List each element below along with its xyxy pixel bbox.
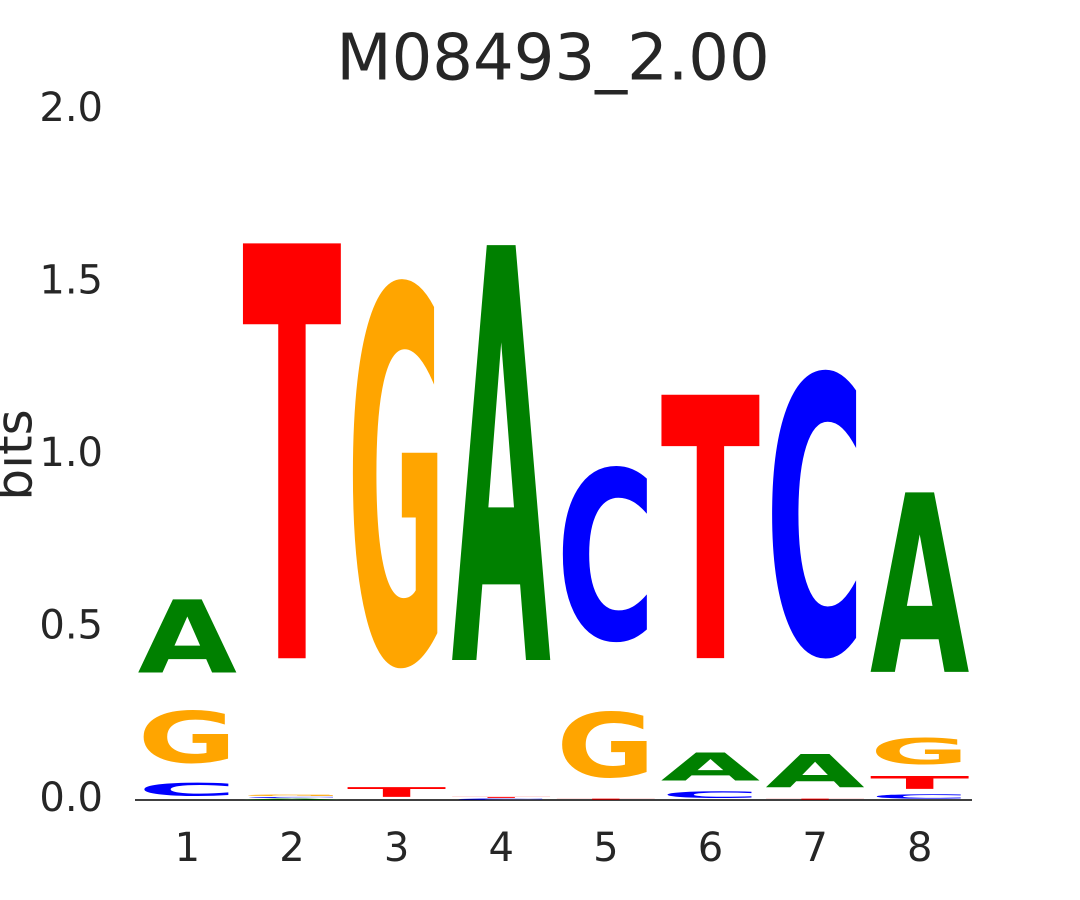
letter: T xyxy=(661,322,761,743)
letter: C xyxy=(451,798,550,800)
x-tick-label: 5 xyxy=(593,825,618,871)
x-tick-label: 3 xyxy=(384,825,409,871)
letter: T xyxy=(870,773,970,793)
letter: C xyxy=(138,779,237,800)
x-tick-label: 4 xyxy=(488,825,513,871)
letter: C xyxy=(556,422,655,693)
letter: A xyxy=(765,745,865,798)
letter: A xyxy=(138,580,237,697)
letter: C xyxy=(870,793,969,800)
letter: C xyxy=(765,299,864,744)
x-tick-label: 8 xyxy=(907,825,932,871)
letter: T xyxy=(451,797,550,799)
letter: T xyxy=(242,129,342,792)
y-tick-label: 0.5 xyxy=(39,603,103,649)
letter: G xyxy=(347,185,446,784)
y-tick-label: 1.0 xyxy=(39,430,103,476)
y-tick-label: 2.0 xyxy=(39,85,103,131)
letter: G xyxy=(242,795,341,797)
x-tick-label: 7 xyxy=(802,825,827,871)
x-tick-label: 2 xyxy=(279,825,304,871)
letter: A xyxy=(451,133,551,795)
letter: G xyxy=(556,696,655,799)
letter: A xyxy=(242,798,341,800)
letter: C xyxy=(242,797,341,799)
letter: T xyxy=(347,785,446,800)
letter: G xyxy=(138,697,237,779)
letter: T xyxy=(765,798,864,800)
letter: T xyxy=(556,798,655,800)
x-tick-label: 1 xyxy=(175,825,200,871)
letter: G xyxy=(870,731,969,772)
letter: C xyxy=(661,790,760,800)
y-axis-label: bits xyxy=(0,409,44,500)
letter: A xyxy=(661,745,760,790)
letter: A xyxy=(870,445,969,731)
chart-title: M08493_2.00 xyxy=(336,22,769,96)
y-tick-label: 1.5 xyxy=(39,258,103,304)
y-tick-label: 0.0 xyxy=(39,775,103,821)
x-tick-label: 6 xyxy=(698,825,723,871)
